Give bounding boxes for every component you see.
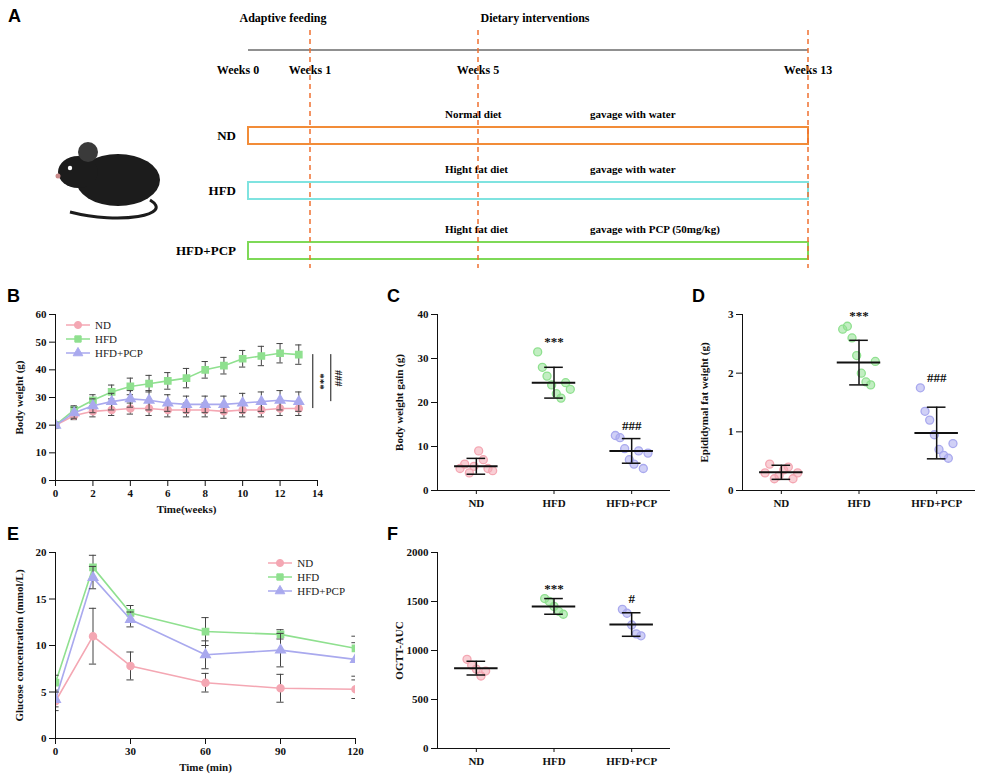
html-text:HFD: HFD	[95, 333, 117, 345]
svg-text:12: 12	[275, 487, 287, 499]
html-text:C: C	[387, 286, 400, 306]
svg-text:0: 0	[41, 474, 47, 486]
svg-text:6: 6	[165, 487, 171, 499]
svg-text:Body weight gain (g): Body weight gain (g)	[393, 354, 406, 451]
svg-text:***: ***	[544, 581, 564, 596]
svg-text:0: 0	[728, 484, 734, 496]
svg-text:15: 15	[36, 593, 48, 605]
svg-text:5: 5	[41, 686, 47, 698]
html-text:HFD: HFD	[297, 571, 320, 583]
svg-text:20: 20	[36, 546, 48, 558]
html-text:HFD+PCP: HFD+PCP	[297, 585, 345, 597]
svg-text:30: 30	[418, 352, 430, 364]
svg-text:0: 0	[53, 745, 59, 757]
svg-text:3: 3	[728, 308, 734, 320]
svg-text:Epididymal fat weight (g): Epididymal fat weight (g)	[698, 342, 711, 462]
html-text:HFD+PCP: HFD+PCP	[95, 347, 143, 359]
svg-text:HFD: HFD	[542, 497, 565, 509]
svg-text:Weeks 1: Weeks 1	[288, 63, 332, 77]
svg-text:HFD+PCP: HFD+PCP	[911, 497, 962, 509]
svg-text:10: 10	[418, 440, 430, 452]
svg-text:HFD+PCP: HFD+PCP	[606, 497, 657, 509]
svg-text:20: 20	[418, 396, 430, 408]
svg-text:1: 1	[728, 425, 734, 437]
svg-text:#: #	[628, 591, 635, 606]
svg-text:0: 0	[423, 742, 429, 754]
svg-text:1000: 1000	[407, 644, 430, 656]
html-text:D: D	[692, 286, 705, 306]
svg-text:OGTT-AUC: OGTT-AUC	[393, 621, 405, 679]
svg-text:gavage with water: gavage with water	[590, 163, 676, 175]
svg-text:1500: 1500	[407, 595, 430, 607]
svg-text:gavage with PCP (50mg/kg): gavage with PCP (50mg/kg)	[590, 223, 720, 236]
svg-text:ND: ND	[468, 755, 484, 767]
svg-text:60: 60	[200, 745, 212, 757]
svg-text:40: 40	[36, 363, 48, 375]
svg-text:***: ***	[315, 373, 327, 390]
svg-text:***: ***	[544, 334, 564, 349]
svg-text:gavage with water: gavage with water	[590, 108, 676, 120]
svg-text:Glucose concentration (mmol/L): Glucose concentration (mmol/L)	[13, 569, 26, 721]
svg-text:10: 10	[237, 487, 249, 499]
html-text:B: B	[7, 286, 20, 306]
svg-text:50: 50	[36, 336, 48, 348]
svg-text:###: ###	[333, 370, 345, 387]
svg-text:HFD+PCP: HFD+PCP	[176, 243, 236, 258]
svg-text:Dietary interventions: Dietary interventions	[481, 11, 590, 25]
svg-text:Hight fat diet: Hight fat diet	[445, 223, 508, 235]
svg-text:0: 0	[41, 732, 47, 744]
svg-text:***: ***	[849, 308, 869, 323]
svg-text:###: ###	[927, 370, 947, 385]
svg-text:HFD: HFD	[209, 183, 236, 198]
svg-text:30: 30	[36, 391, 48, 403]
svg-text:ND: ND	[217, 128, 236, 143]
svg-text:8: 8	[202, 487, 208, 499]
svg-text:60: 60	[36, 308, 48, 320]
svg-text:Time(weeks): Time(weeks)	[157, 503, 217, 516]
html-text:A: A	[8, 6, 21, 26]
svg-text:Weeks 5: Weeks 5	[456, 63, 500, 77]
svg-text:2: 2	[90, 487, 96, 499]
html-text:F: F	[387, 524, 398, 544]
svg-text:Hight fat diet: Hight fat diet	[445, 163, 508, 175]
svg-text:0: 0	[423, 484, 429, 496]
svg-text:HFD+PCP: HFD+PCP	[606, 755, 657, 767]
svg-text:Normal diet: Normal diet	[445, 108, 502, 120]
svg-text:Time (min): Time (min)	[179, 761, 232, 774]
svg-text:ND: ND	[773, 497, 789, 509]
svg-text:2: 2	[728, 367, 734, 379]
svg-text:Body weight (g): Body weight (g)	[13, 360, 26, 434]
svg-text:4: 4	[128, 487, 134, 499]
html-text:ND: ND	[297, 557, 314, 569]
svg-text:10: 10	[36, 446, 48, 458]
svg-text:Weeks 13: Weeks 13	[783, 63, 833, 77]
svg-text:Weeks 0: Weeks 0	[217, 63, 259, 77]
svg-text:500: 500	[412, 693, 429, 705]
svg-text:Adaptive feeding: Adaptive feeding	[240, 11, 327, 25]
svg-text:30: 30	[125, 745, 137, 757]
svg-text:20: 20	[36, 419, 48, 431]
svg-text:120: 120	[347, 745, 364, 757]
svg-text:ND: ND	[468, 497, 484, 509]
svg-text:2000: 2000	[407, 546, 430, 558]
svg-text:0: 0	[53, 487, 59, 499]
html-text:ND: ND	[95, 319, 111, 331]
svg-text:HFD: HFD	[847, 497, 870, 509]
svg-text:90: 90	[275, 745, 287, 757]
svg-text:HFD: HFD	[542, 755, 565, 767]
svg-text:###: ###	[622, 418, 642, 433]
html-text:E: E	[7, 524, 19, 544]
svg-text:14: 14	[312, 487, 324, 499]
svg-text:10: 10	[36, 639, 48, 651]
svg-text:40: 40	[418, 308, 430, 320]
